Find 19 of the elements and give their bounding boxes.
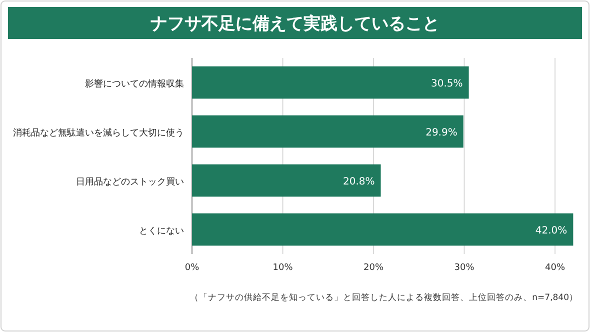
- y-tick-label: とくにない: [139, 226, 184, 236]
- x-tick-label: 30%: [454, 263, 475, 273]
- data-label: 20.8%: [342, 176, 375, 188]
- bar: [192, 213, 574, 246]
- data-label: 29.9%: [426, 128, 458, 138]
- data-label: 30.5%: [431, 78, 463, 90]
- y-tick-label: 消耗品など無駄遣いを減らして大切に使う: [13, 128, 184, 138]
- chart-title: ナフサ不足に備えて実践していること: [150, 14, 440, 34]
- x-tick-label: 0%: [184, 263, 200, 273]
- y-tick-label: 影響についての情報収集: [85, 78, 184, 90]
- x-tick-label: 20%: [364, 263, 384, 273]
- data-label: 42.0%: [535, 226, 568, 236]
- x-tick-label: 40%: [545, 263, 566, 273]
- bar: [192, 66, 469, 99]
- text: （「ナフサの供給不足を知っている」と回答した人による複数回答、上位回答のみ、n=7,840）: [190, 292, 578, 303]
- x-tick-label: 10%: [272, 263, 294, 273]
- y-tick-label: 日用品などのストック買い: [76, 176, 184, 188]
- bar: [192, 164, 381, 197]
- bar: [192, 115, 464, 148]
